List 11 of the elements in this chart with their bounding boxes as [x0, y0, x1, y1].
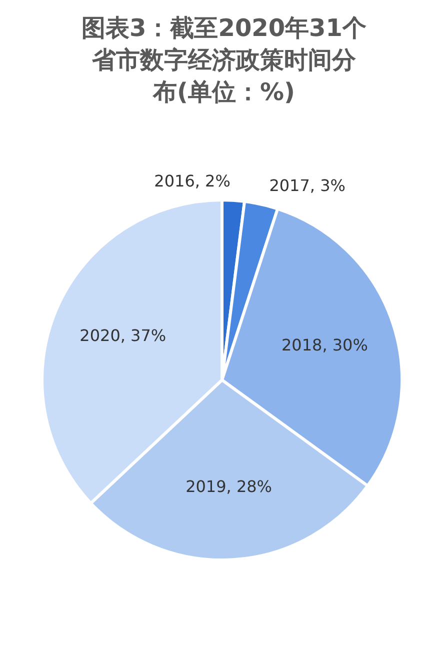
slice-label: 2020 [80, 326, 120, 346]
slice-label: 2017 [269, 176, 310, 196]
slice-label: 2016 [154, 172, 195, 191]
data-label: , 37% [120, 326, 166, 346]
data-label: , 28% [226, 477, 272, 496]
data-label: , 2% [194, 172, 230, 191]
data-label: , 3% [310, 176, 346, 196]
slice-label: 2019 [186, 477, 226, 496]
chart-title: 图表3：截至2020年31个省市数字经济政策时间分布(单位：%) [82, 14, 366, 106]
data-label: , 30% [322, 336, 368, 355]
slice-label: 2018 [281, 336, 322, 355]
